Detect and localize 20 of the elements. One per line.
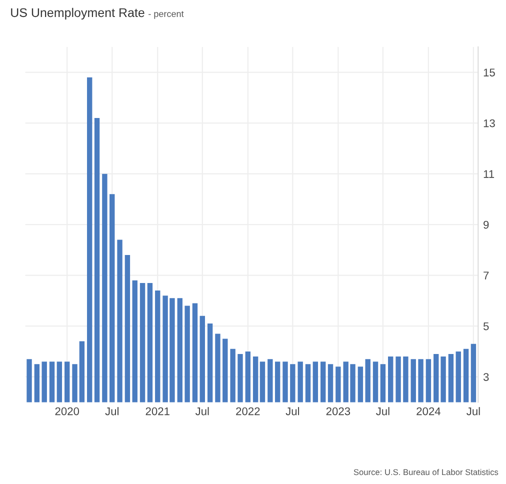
y-tick-label: 7	[484, 272, 489, 280]
y-tick-label: 9	[484, 220, 489, 229]
chart-subtitle: - percent	[148, 11, 184, 19]
y-tick-label: 3	[483, 373, 489, 381]
x-tick-label: Jul	[195, 407, 209, 416]
x-tick-label: Jul	[466, 407, 480, 416]
x-tick-label: Jul	[376, 407, 390, 416]
x-tick-label: 2020	[55, 407, 80, 416]
y-tick-label: 15	[484, 68, 495, 76]
y-tick-label: 13	[484, 119, 495, 128]
y-tick-label: 11	[484, 170, 494, 178]
x-tick-label: 2023	[326, 407, 350, 416]
y-tick-label: 5	[483, 322, 489, 330]
x-tick-label: 2021	[146, 407, 170, 416]
x-tick-label: Jul	[286, 407, 300, 416]
x-tick-label: 2024	[416, 407, 440, 416]
x-tick-label: Jul	[105, 407, 118, 416]
x-tick-label: 2022	[236, 407, 260, 416]
chart-title: US Unemployment Rate	[11, 8, 144, 20]
source-note: Source: U.S. Bureau of Labor Statistics	[354, 468, 498, 476]
